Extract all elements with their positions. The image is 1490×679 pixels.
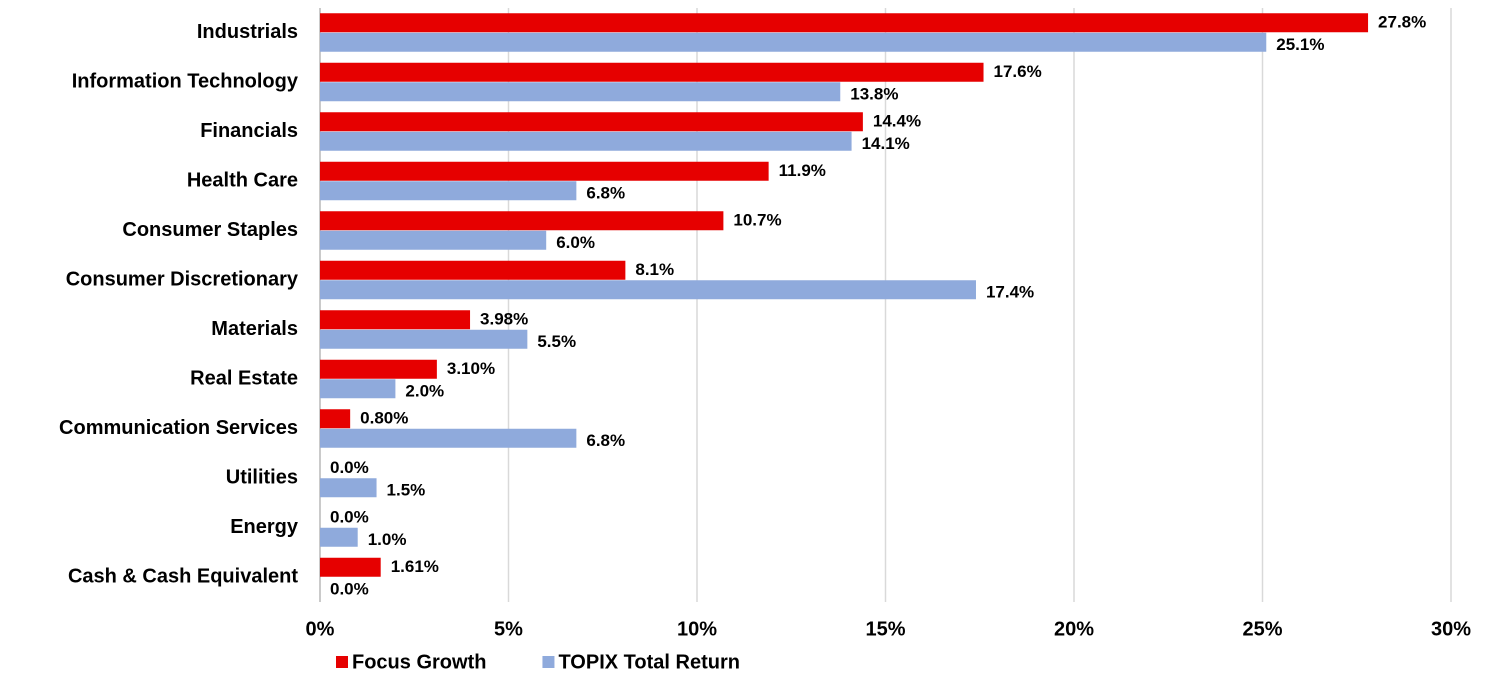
category-label: Utilities — [226, 467, 298, 489]
value-label: 0.0% — [330, 507, 369, 526]
bar — [320, 131, 852, 151]
value-label: 0.80% — [360, 408, 408, 427]
bar — [320, 62, 984, 82]
value-label: 1.0% — [368, 530, 407, 549]
value-label: 6.8% — [586, 183, 625, 202]
bar — [320, 527, 358, 547]
category-label: Communication Services — [59, 417, 298, 439]
category-label: Industrials — [197, 21, 298, 43]
value-label: 3.98% — [480, 309, 528, 328]
value-label: 13.8% — [850, 84, 898, 103]
bar — [320, 260, 626, 280]
x-tick-label: 25% — [1242, 618, 1282, 640]
category-label: Consumer Discretionary — [66, 269, 299, 291]
bar — [320, 557, 381, 577]
value-label: 6.0% — [556, 233, 595, 252]
bar — [320, 359, 437, 379]
value-label: 3.10% — [447, 359, 495, 378]
bar — [320, 230, 547, 250]
value-label: 27.8% — [1378, 12, 1426, 31]
bar — [320, 310, 471, 330]
bar — [320, 379, 396, 399]
value-label: 6.8% — [586, 431, 625, 450]
bar — [320, 211, 724, 231]
legend-swatch — [336, 656, 348, 668]
category-label: Cash & Cash Equivalent — [68, 566, 298, 588]
legend-label: Focus Growth — [352, 651, 486, 673]
category-label: Energy — [230, 516, 299, 538]
x-tick-label: 0% — [306, 618, 335, 640]
value-label: 8.1% — [635, 260, 674, 279]
x-tick-label: 10% — [677, 618, 717, 640]
bar — [320, 181, 577, 201]
bar — [320, 82, 841, 102]
bar — [320, 329, 528, 349]
value-label: 17.6% — [994, 62, 1042, 81]
category-label: Materials — [211, 318, 298, 340]
x-tick-label: 20% — [1054, 618, 1094, 640]
value-label: 0.0% — [330, 458, 369, 477]
bar — [320, 280, 976, 300]
value-label: 17.4% — [986, 282, 1034, 301]
value-label: 1.5% — [387, 480, 426, 499]
bar — [320, 32, 1267, 52]
value-label: 5.5% — [537, 332, 576, 351]
value-label: 0.0% — [330, 579, 369, 598]
bar — [320, 478, 377, 498]
x-tick-label: 30% — [1431, 618, 1471, 640]
value-label: 1.61% — [391, 557, 439, 576]
category-label: Real Estate — [190, 368, 298, 390]
value-label: 10.7% — [733, 210, 781, 229]
category-label: Health Care — [187, 170, 298, 192]
category-label: Financials — [200, 120, 298, 142]
category-label: Information Technology — [72, 71, 299, 93]
bar — [320, 161, 769, 181]
x-tick-label: 15% — [865, 618, 905, 640]
bar — [320, 112, 863, 132]
value-label: 14.4% — [873, 111, 921, 130]
value-label: 11.9% — [779, 161, 826, 180]
value-label: 25.1% — [1276, 35, 1324, 54]
x-tick-label: 5% — [494, 618, 523, 640]
value-label: 14.1% — [862, 134, 910, 153]
bar — [320, 409, 351, 429]
value-label: 2.0% — [405, 381, 444, 400]
category-label: Consumer Staples — [122, 219, 298, 241]
legend-label: TOPIX Total Return — [558, 651, 740, 673]
bar — [320, 13, 1369, 33]
bar — [320, 428, 577, 448]
legend-swatch — [542, 656, 555, 668]
